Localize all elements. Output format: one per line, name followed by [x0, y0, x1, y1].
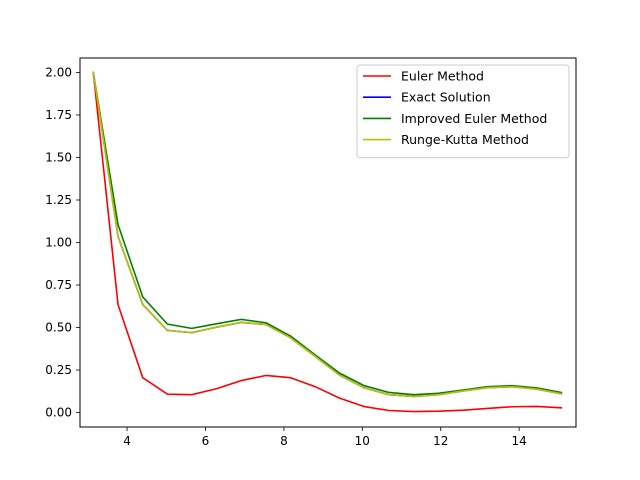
y-tick-label: 2.00: [45, 65, 72, 79]
y-tick-label: 0.75: [45, 278, 72, 292]
legend-label-1: Exact Solution: [401, 90, 491, 105]
x-tick-label: 10: [355, 434, 370, 448]
x-tick-label: 6: [202, 434, 210, 448]
y-tick-label: 1.50: [45, 150, 72, 164]
x-tick-label: 14: [512, 434, 527, 448]
y-tick-label: 1.00: [45, 236, 72, 250]
legend-label-0: Euler Method: [401, 69, 484, 84]
series-line-0: [92, 71, 563, 413]
legend: Euler Method Exact Solution Improved Euler…: [356, 64, 570, 159]
legend-label-3: Runge-Kutta Method: [401, 132, 529, 147]
y-tick-label: 0.25: [45, 363, 72, 377]
series-line-2: [92, 71, 563, 396]
x-tick-label: 8: [280, 434, 288, 448]
y-tick-label: 1.75: [45, 108, 72, 122]
axes-frame: [79, 57, 577, 428]
legend-label-2: Improved Euler Method: [401, 111, 547, 126]
plot-lines: [92, 71, 563, 413]
axis-ticks: 4 6 8 10 12 14 0.00 0.25 0.50 0.75 1.00 1.25 1.50 1.7…: [45, 65, 527, 448]
x-tick-label: 12: [433, 434, 448, 448]
y-tick-label: 0.00: [45, 406, 72, 420]
y-tick-label: 1.25: [45, 193, 72, 207]
y-tick-label: 0.50: [45, 321, 72, 335]
legend-box: [356, 64, 570, 159]
x-tick-label: 4: [123, 434, 131, 448]
series-line-3: [92, 71, 563, 398]
